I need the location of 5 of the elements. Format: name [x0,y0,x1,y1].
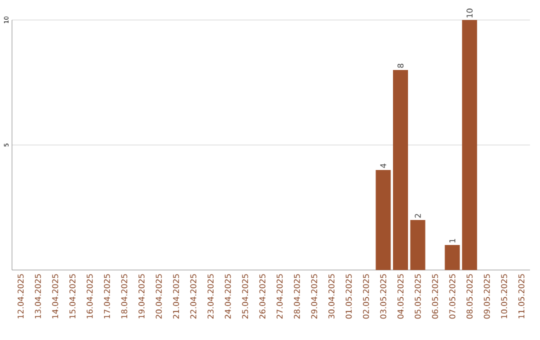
bar [393,70,408,270]
bar [462,20,478,270]
bar [410,220,426,270]
bar [376,170,391,270]
bar [444,245,460,270]
